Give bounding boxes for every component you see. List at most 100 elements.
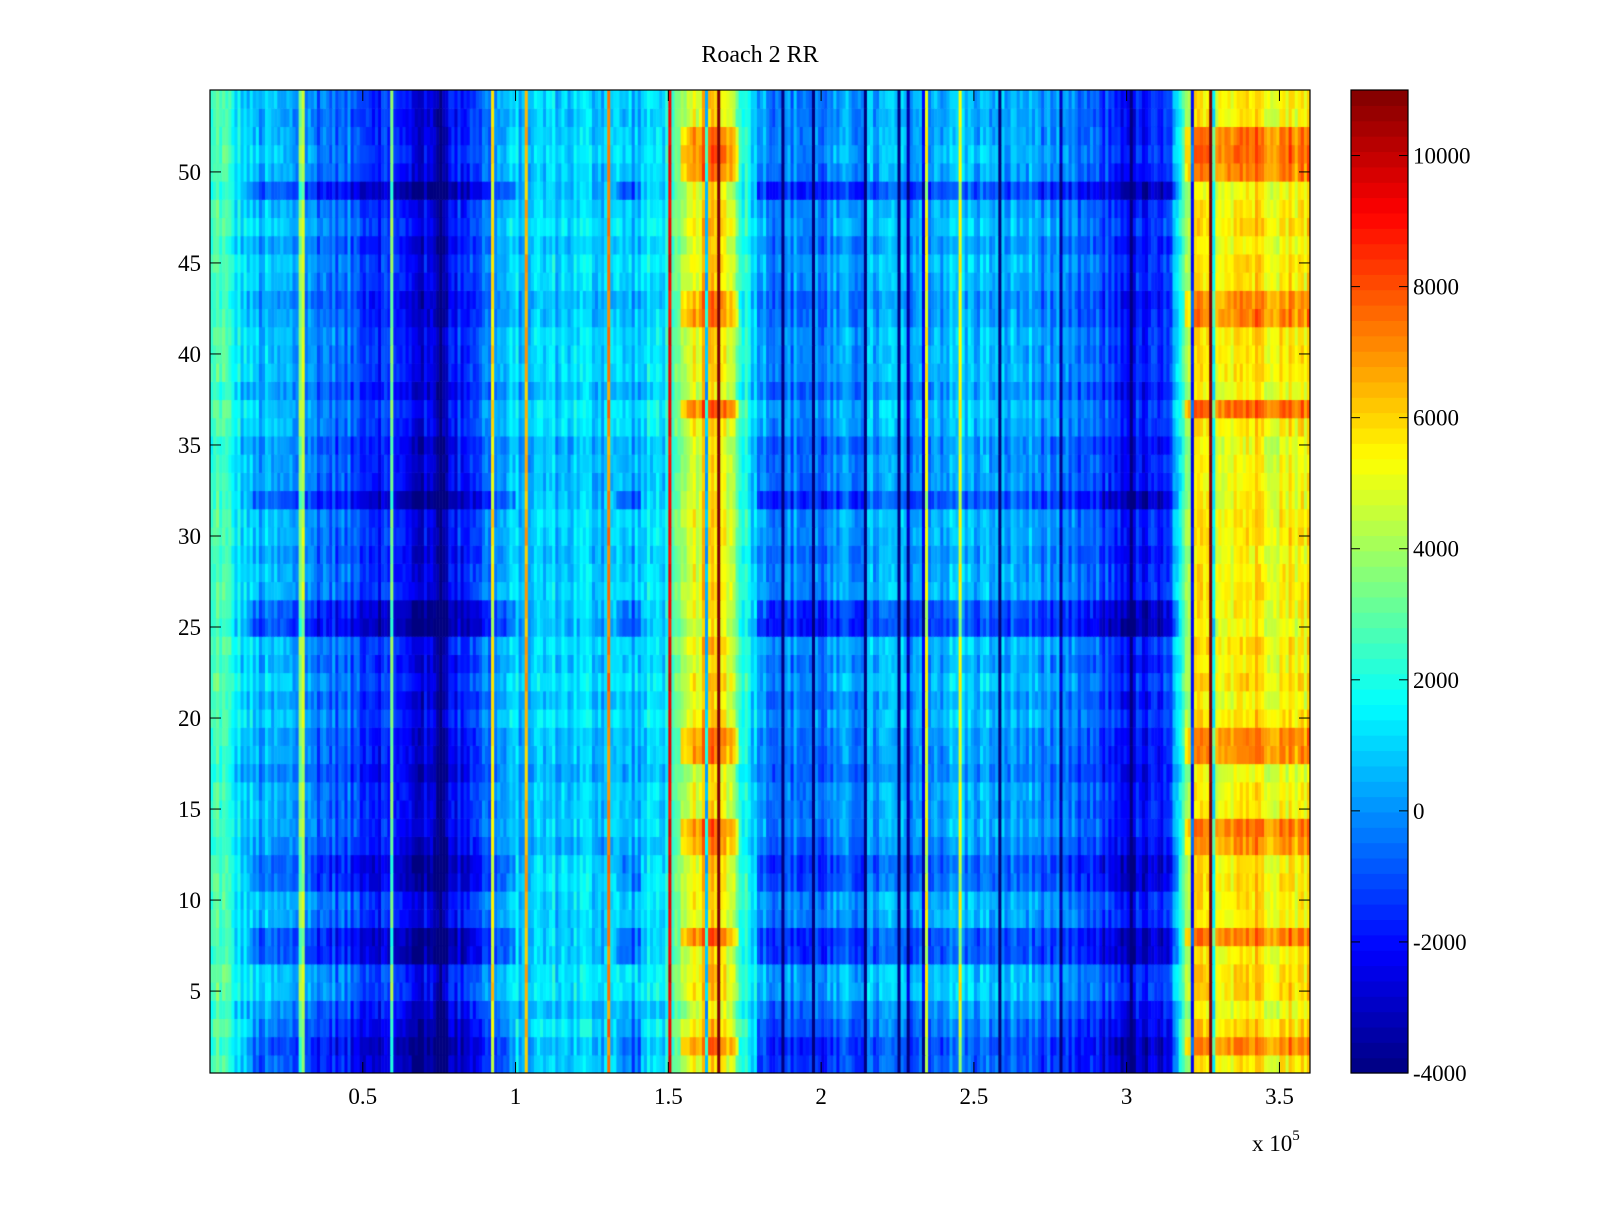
colorbar-segment — [1351, 550, 1408, 567]
colorbar-segment — [1351, 596, 1408, 613]
colorbar-segment — [1351, 888, 1408, 905]
colorbar-tick-label: 8000 — [1413, 275, 1459, 300]
colorbar-segment — [1351, 765, 1408, 782]
colorbar-segment — [1351, 704, 1408, 721]
colorbar-segment — [1351, 857, 1408, 874]
y-tick-label: 15 — [178, 797, 201, 822]
colorbar-segment — [1351, 228, 1408, 245]
colorbar-segment — [1351, 151, 1408, 168]
colorbar-segment — [1351, 1011, 1408, 1028]
colorbar-segment — [1351, 1026, 1408, 1043]
colorbar-segment — [1351, 243, 1408, 260]
colorbar-segment — [1351, 1042, 1408, 1059]
y-tick-label: 10 — [178, 888, 201, 913]
x-tick-label: 1.5 — [654, 1084, 683, 1109]
y-tick-label: 40 — [178, 342, 201, 367]
colorbar-segment — [1351, 105, 1408, 122]
colorbar-segment — [1351, 781, 1408, 798]
colorbar-segment — [1351, 504, 1408, 521]
y-tick-label: 30 — [178, 524, 201, 549]
x-exponent-prefix: x 10 — [1252, 1131, 1292, 1156]
x-tick-label: 3.5 — [1265, 1084, 1294, 1109]
colorbar — [1351, 90, 1408, 1074]
heatmap-image — [210, 90, 1310, 1073]
colorbar-segment — [1351, 827, 1408, 844]
colorbar-frame — [1350, 89, 1409, 1074]
colorbar-tick-label: 4000 — [1413, 537, 1459, 562]
x-tick-label: 0.5 — [348, 1084, 377, 1109]
y-tick-label: 20 — [178, 706, 201, 731]
colorbar-segment — [1351, 658, 1408, 675]
x-axis: 0.5 1 1.5 2 2.5 3 3.5 — [348, 90, 1294, 1109]
colorbar-segment — [1351, 919, 1408, 936]
colorbar-segment — [1351, 182, 1408, 199]
x-tick-label: 2 — [815, 1084, 827, 1109]
x-tick-label: 1 — [510, 1084, 522, 1109]
colorbar-tick-label: -2000 — [1413, 930, 1467, 955]
colorbar-tick-label: 0 — [1413, 799, 1425, 824]
colorbar-segment — [1351, 581, 1408, 598]
colorbar-segment — [1351, 873, 1408, 890]
colorbar-segment — [1351, 811, 1408, 828]
colorbar-segment — [1351, 1057, 1408, 1074]
y-tick-label: 5 — [190, 979, 202, 1004]
colorbar-tick-label: 6000 — [1413, 406, 1459, 431]
colorbar-segment — [1351, 520, 1408, 537]
colorbar-segment — [1351, 735, 1408, 752]
colorbar-segment — [1351, 673, 1408, 690]
colorbar-segment — [1351, 612, 1408, 629]
colorbar-axis: -4000 -2000 0 2000 4000 6000 8000 10000 — [1351, 144, 1471, 1086]
colorbar-segment — [1351, 980, 1408, 997]
colorbar-segment — [1351, 489, 1408, 506]
y-tick-label: 45 — [178, 251, 201, 276]
colorbar-segment — [1351, 212, 1408, 229]
colorbar-segment — [1351, 258, 1408, 275]
y-tick-label: 35 — [178, 433, 201, 458]
colorbar-segment — [1351, 566, 1408, 583]
colorbar-segment — [1351, 535, 1408, 552]
colorbar-segment — [1351, 427, 1408, 444]
colorbar-segment — [1351, 750, 1408, 767]
colorbar-segment — [1351, 796, 1408, 813]
x-exponent-power: 5 — [1292, 1128, 1300, 1144]
colorbar-tick-label: 10000 — [1413, 144, 1471, 169]
colorbar-segment — [1351, 996, 1408, 1013]
colorbar-segment — [1351, 351, 1408, 368]
colorbar-segment — [1351, 274, 1408, 291]
colorbar-segment — [1351, 197, 1408, 214]
y-tick-label: 50 — [178, 160, 201, 185]
colorbar-segment — [1351, 627, 1408, 644]
colorbar-segment — [1351, 642, 1408, 659]
colorbar-segment — [1351, 166, 1408, 183]
colorbar-segment — [1351, 381, 1408, 398]
y-tick-label: 25 — [178, 615, 201, 640]
colorbar-segment — [1351, 689, 1408, 705]
colorbar-segment — [1351, 335, 1408, 352]
colorbar-segment — [1351, 719, 1408, 736]
x-tick-label: 2.5 — [960, 1084, 989, 1109]
colorbar-tick-label: -4000 — [1413, 1061, 1467, 1086]
x-axis-exponent-label: x 105 — [1252, 1128, 1300, 1156]
colorbar-segment — [1351, 90, 1408, 106]
y-axis: 5 10 15 20 25 30 35 40 45 50 — [178, 160, 1310, 1004]
colorbar-tick-label: 2000 — [1413, 668, 1459, 693]
colorbar-segment — [1351, 473, 1408, 490]
colorbar-segment — [1351, 136, 1408, 153]
x-tick-label: 3 — [1121, 1084, 1133, 1109]
chart-title: Roach 2 RR — [701, 42, 819, 68]
heatmap-raster — [210, 90, 1310, 1073]
colorbar-segment — [1351, 950, 1408, 967]
colorbar-segment — [1351, 289, 1408, 306]
colorbar-segment — [1351, 397, 1408, 414]
colorbar-segment — [1351, 934, 1408, 951]
colorbar-segment — [1351, 443, 1408, 460]
colorbar-segment — [1351, 965, 1408, 982]
plot-frame — [209, 89, 1311, 1074]
colorbar-segment — [1351, 842, 1408, 859]
colorbar-segment — [1351, 366, 1408, 383]
colorbar-segment — [1351, 458, 1408, 475]
colorbar-segment — [1351, 412, 1408, 429]
colorbar-segment — [1351, 320, 1408, 337]
